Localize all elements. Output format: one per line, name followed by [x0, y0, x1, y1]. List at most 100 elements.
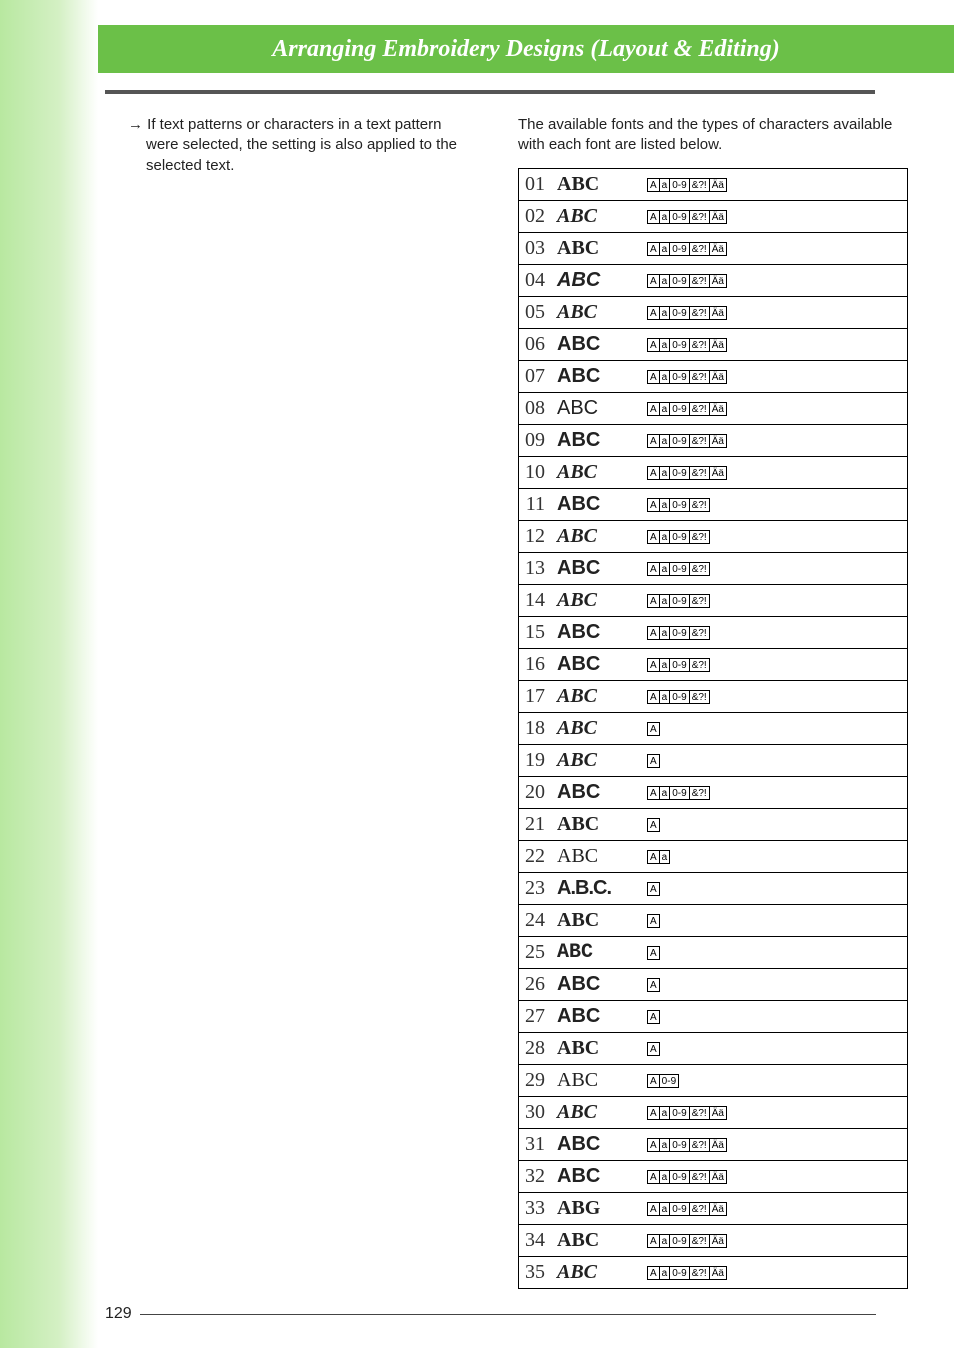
font-row: 13ABCAa0-9&?!	[519, 552, 908, 584]
font-number: 28	[519, 1032, 552, 1064]
font-sample: ABC	[551, 232, 641, 264]
font-badges: Aa0-9&?!Ää	[641, 456, 908, 488]
font-badges: A	[641, 1000, 908, 1032]
font-sample: ABC	[551, 360, 641, 392]
font-badges: Aa0-9&?!Ää	[641, 296, 908, 328]
char-badge: 0-9	[669, 402, 689, 416]
font-number: 06	[519, 328, 552, 360]
char-badge: A	[647, 1042, 660, 1056]
char-badge: &?!	[689, 1106, 710, 1120]
char-badge: &?!	[689, 306, 710, 320]
font-badges: Aa0-9&?!Ää	[641, 1096, 908, 1128]
header-band: Arranging Embroidery Designs (Layout & E…	[98, 25, 954, 73]
font-badges: Aa0-9&?!Ää	[641, 392, 908, 424]
char-badge: A	[647, 754, 660, 768]
font-sample: ABC	[551, 392, 641, 424]
font-number: 30	[519, 1096, 552, 1128]
char-badge: Ää	[709, 178, 727, 192]
font-sample: ABC	[551, 968, 641, 1000]
char-badge: &?!	[689, 530, 710, 544]
font-badges: Aa0-9&?!Ää	[641, 328, 908, 360]
char-badge: Ää	[709, 1138, 727, 1152]
font-sample: ABC	[551, 168, 641, 200]
font-row: 30ABCAa0-9&?!Ää	[519, 1096, 908, 1128]
char-badge: Ää	[709, 466, 727, 480]
font-row: 14ABCAa0-9&?!	[519, 584, 908, 616]
char-badge: &?!	[689, 338, 710, 352]
font-row: 26ABCA	[519, 968, 908, 1000]
font-row: 35ABCAa0-9&?!Ää	[519, 1256, 908, 1288]
font-number: 03	[519, 232, 552, 264]
page-number: 129	[105, 1305, 132, 1323]
char-badge: Ää	[709, 1266, 727, 1280]
font-number: 01	[519, 168, 552, 200]
font-sample: ABC	[551, 1160, 641, 1192]
char-badge: Ää	[709, 1234, 727, 1248]
font-sample: ABC	[551, 904, 641, 936]
char-badge: A	[647, 946, 660, 960]
font-sample: ABC	[551, 488, 641, 520]
font-sample: ABC	[551, 616, 641, 648]
font-sample: ABG	[551, 1192, 641, 1224]
char-badge: &?!	[689, 1202, 710, 1216]
font-badges: Aa0-9&?!	[641, 616, 908, 648]
font-number: 18	[519, 712, 552, 744]
char-badge: A	[647, 722, 660, 736]
font-badges: Aa0-9&?!Ää	[641, 1160, 908, 1192]
font-sample: ABC	[551, 1128, 641, 1160]
char-badge: 0-9	[659, 1074, 679, 1088]
font-row: 17ABCAa0-9&?!	[519, 680, 908, 712]
font-badges: Aa0-9&?!Ää	[641, 1224, 908, 1256]
font-badges: A	[641, 1032, 908, 1064]
char-badge: &?!	[689, 594, 710, 608]
char-badge: &?!	[689, 210, 710, 224]
font-number: 27	[519, 1000, 552, 1032]
font-row: 01ABCAa0-9&?!Ää	[519, 168, 908, 200]
font-badges: Aa0-9&?!Ää	[641, 360, 908, 392]
font-number: 29	[519, 1064, 552, 1096]
font-number: 15	[519, 616, 552, 648]
char-badge: Ää	[709, 1202, 727, 1216]
font-badges: A	[641, 712, 908, 744]
arrow-icon: →	[128, 116, 143, 133]
font-sample: ABC	[551, 1096, 641, 1128]
char-badge: 0-9	[669, 1234, 689, 1248]
char-badge: Ää	[709, 402, 727, 416]
font-badges: Aa0-9&?!	[641, 648, 908, 680]
font-row: 05ABCAa0-9&?!Ää	[519, 296, 908, 328]
char-badge: 0-9	[669, 306, 689, 320]
font-badges: Aa0-9&?!	[641, 520, 908, 552]
char-badge: 0-9	[669, 338, 689, 352]
font-badges: Aa0-9&?!Ää	[641, 1128, 908, 1160]
font-row: 20ABCAa0-9&?!	[519, 776, 908, 808]
char-badge: &?!	[689, 242, 710, 256]
font-row: 21ABCA	[519, 808, 908, 840]
font-number: 14	[519, 584, 552, 616]
left-column: → If text patterns or characters in a te…	[128, 115, 478, 1289]
font-badges: Aa0-9&?!	[641, 552, 908, 584]
font-number: 31	[519, 1128, 552, 1160]
font-row: 34ABCAa0-9&?!Ää	[519, 1224, 908, 1256]
char-badge: 0-9	[669, 690, 689, 704]
font-row: 22ABCAa	[519, 840, 908, 872]
font-number: 33	[519, 1192, 552, 1224]
font-row: 06ABCAa0-9&?!Ää	[519, 328, 908, 360]
font-row: 29ABCA0-9	[519, 1064, 908, 1096]
char-badge: a	[659, 850, 671, 864]
char-badge: 0-9	[669, 1202, 689, 1216]
intro-text: The available fonts and the types of cha…	[518, 115, 908, 156]
char-badge: 0-9	[669, 1266, 689, 1280]
font-row: 03ABCAa0-9&?!Ää	[519, 232, 908, 264]
font-sample: ABC	[551, 1032, 641, 1064]
font-badges: Aa0-9&?!Ää	[641, 1192, 908, 1224]
char-badge: &?!	[689, 466, 710, 480]
note-paragraph: → If text patterns or characters in a te…	[128, 115, 478, 176]
font-sample: ABC	[551, 1224, 641, 1256]
font-number: 20	[519, 776, 552, 808]
font-badges: Aa0-9&?!Ää	[641, 200, 908, 232]
font-number: 34	[519, 1224, 552, 1256]
char-badge: &?!	[689, 1234, 710, 1248]
char-badge: 0-9	[669, 370, 689, 384]
char-badge: &?!	[689, 434, 710, 448]
font-badges: Aa0-9&?!	[641, 680, 908, 712]
